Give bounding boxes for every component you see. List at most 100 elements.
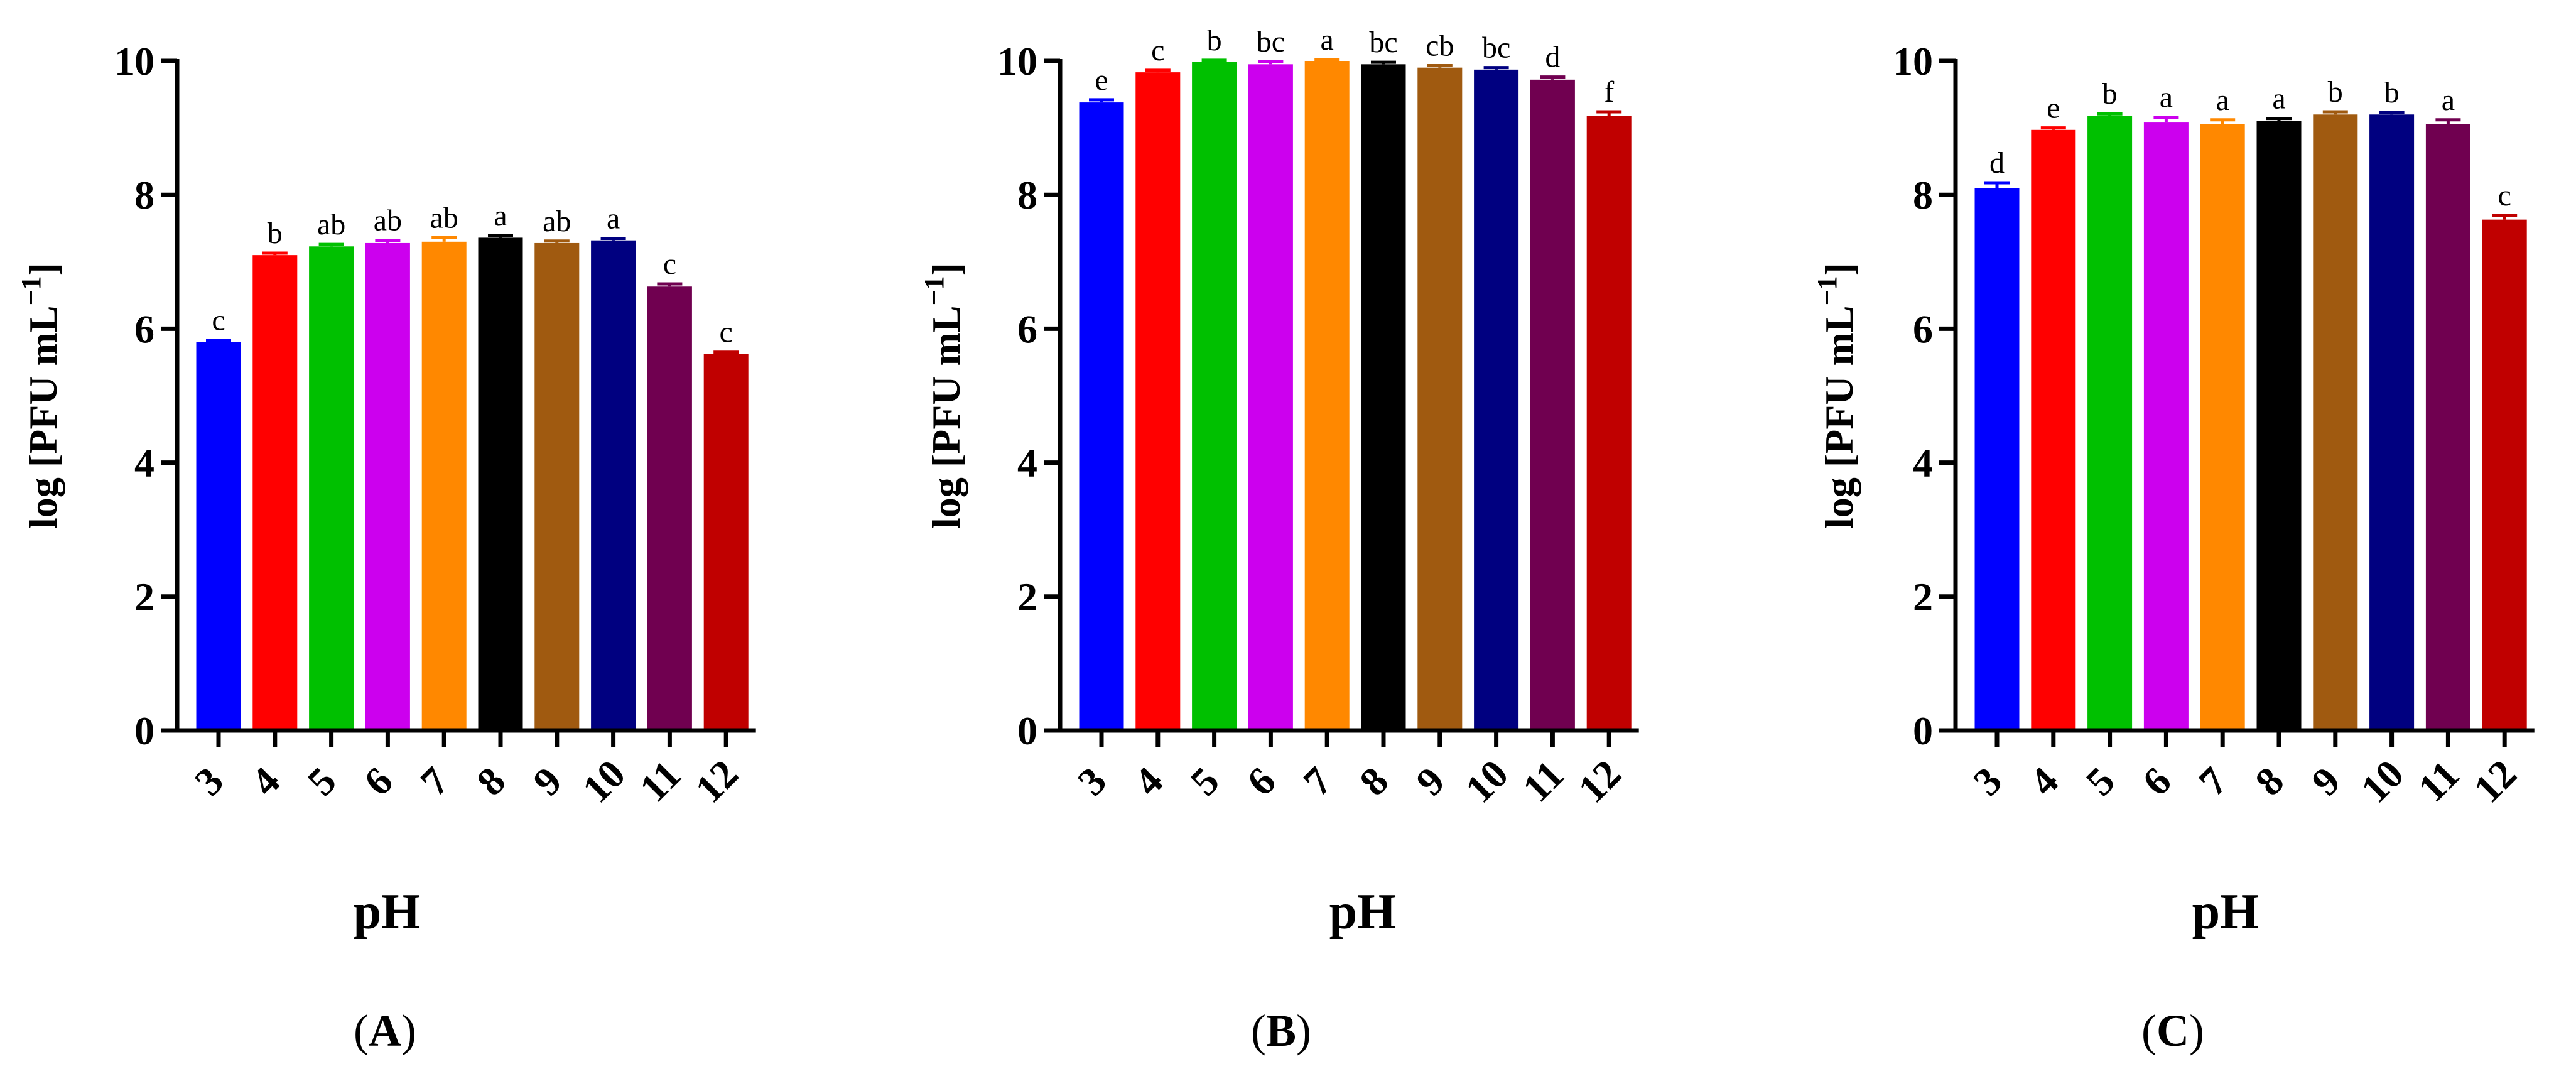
x-axis-label: pH [1329, 884, 1397, 940]
panel-label-close-paren: ) [401, 1006, 416, 1056]
error-bar-6 [1258, 60, 1284, 65]
bar-5 [2087, 116, 2133, 731]
significance-label-3: d [1989, 146, 2005, 180]
x-tick-label-10: 10 [2352, 751, 2412, 811]
x-tick-label-10: 10 [574, 751, 634, 811]
x-tick-label-8: 8 [1351, 758, 1397, 804]
bar-9 [534, 242, 580, 730]
error-bar-10 [600, 236, 626, 241]
significance-label-8: a [2272, 82, 2285, 116]
y-tick-label-10: 10 [1893, 39, 1933, 84]
x-tick-label-9: 9 [1407, 758, 1453, 804]
x-tick-label-7: 7 [412, 758, 458, 804]
x-tick-label-9: 9 [2303, 758, 2349, 804]
y-tick-label-8: 8 [134, 173, 154, 217]
significance-label-7: ab [430, 201, 458, 234]
significance-label-11: d [1545, 41, 1560, 74]
error-bar-4 [2040, 126, 2066, 130]
x-tick-label-4: 4 [1125, 758, 1171, 804]
bar-10 [1474, 69, 1519, 730]
significance-label-9: ab [543, 205, 571, 238]
bar-9 [1417, 67, 1463, 730]
bar-12 [1586, 116, 1632, 731]
error-bar-8 [2266, 117, 2292, 121]
panel-label-letter: C [2157, 1006, 2189, 1056]
x-tick-label-8: 8 [2246, 758, 2292, 804]
error-bar-12 [1596, 110, 1622, 116]
y-axis-label: log [PFU mL−1] [919, 263, 968, 529]
significance-label-3: c [212, 304, 225, 337]
bar-10 [2369, 114, 2415, 730]
bar-3 [1974, 188, 2020, 730]
error-bar-7 [2210, 118, 2236, 124]
error-bar-11 [1540, 75, 1566, 80]
bar-12 [2482, 219, 2527, 731]
panel-label-open-paren: ( [2141, 1006, 2157, 1056]
panel-label-letter: B [1266, 1006, 1296, 1056]
panel-label-close-paren: ) [2189, 1006, 2204, 1056]
error-bar-8 [1371, 60, 1396, 65]
significance-label-7: a [1321, 23, 1334, 57]
significance-label-6: a [2160, 81, 2173, 114]
bar-4 [2031, 129, 2076, 731]
error-bar-9 [2322, 110, 2348, 115]
y-tick-label-0: 0 [1913, 708, 1933, 753]
significance-label-6: ab [374, 204, 402, 237]
y-tick-label-4: 4 [1017, 441, 1037, 486]
significance-label-7: a [2216, 84, 2229, 117]
bar-8 [2256, 121, 2302, 730]
error-bar-3 [206, 339, 231, 342]
y-axis-label-superscript: −1 [1812, 276, 1843, 305]
significance-label-10: b [2384, 76, 2400, 109]
bar-7 [2200, 124, 2245, 731]
bar-3 [1079, 102, 1124, 731]
x-tick-label-12: 12 [1569, 751, 1629, 811]
significance-label-4: c [1151, 34, 1164, 67]
significance-label-9: b [2328, 75, 2343, 109]
bar-11 [647, 286, 692, 730]
error-bar-4 [262, 251, 288, 256]
significance-label-11: a [2442, 84, 2455, 117]
x-tick-label-10: 10 [1457, 751, 1517, 811]
error-bar-9 [1427, 63, 1453, 68]
bar-4 [252, 255, 298, 730]
y-tick-label-0: 0 [134, 708, 154, 753]
significance-label-5: b [2102, 77, 2118, 111]
bar-10 [591, 240, 636, 730]
error-bar-6 [2153, 116, 2179, 123]
y-tick-label-2: 2 [1913, 575, 1933, 619]
x-tick-label-5: 5 [2077, 758, 2123, 804]
error-bar-5 [1201, 58, 1227, 62]
x-tick-label-8: 8 [468, 758, 514, 804]
y-tick-label-4: 4 [134, 441, 154, 486]
error-bar-6 [375, 239, 401, 243]
significance-label-11: c [663, 247, 676, 281]
error-bar-11 [657, 282, 683, 287]
bar-7 [1304, 61, 1350, 730]
significance-label-8: bc [1369, 26, 1397, 59]
bar-6 [1248, 64, 1293, 731]
panel-label-close-paren: ) [1296, 1006, 1311, 1056]
error-bar-9 [544, 239, 570, 243]
error-bar-8 [488, 234, 513, 238]
x-tick-label-11: 11 [631, 752, 690, 810]
significance-label-12: f [1604, 75, 1614, 109]
panel-label: (A) [354, 1006, 416, 1056]
significance-label-5: b [1207, 24, 1222, 57]
significance-label-12: c [2498, 179, 2511, 212]
y-axis-label-bracket: ] [1817, 263, 1861, 276]
bar-4 [1135, 72, 1181, 731]
error-bar-7 [1314, 58, 1340, 62]
panel-label-letter: A [369, 1006, 401, 1056]
y-axis-label-superscript: −1 [16, 276, 46, 305]
error-bar-7 [431, 236, 457, 242]
bar-5 [1192, 62, 1237, 730]
bar-6 [365, 242, 410, 730]
significance-label-9: cb [1426, 29, 1454, 62]
bar-3 [196, 342, 241, 730]
y-axis-label-bracket: ] [21, 263, 65, 276]
x-tick-label-3: 3 [186, 758, 232, 804]
x-tick-label-7: 7 [2190, 758, 2236, 804]
error-bar-3 [1984, 181, 2010, 188]
